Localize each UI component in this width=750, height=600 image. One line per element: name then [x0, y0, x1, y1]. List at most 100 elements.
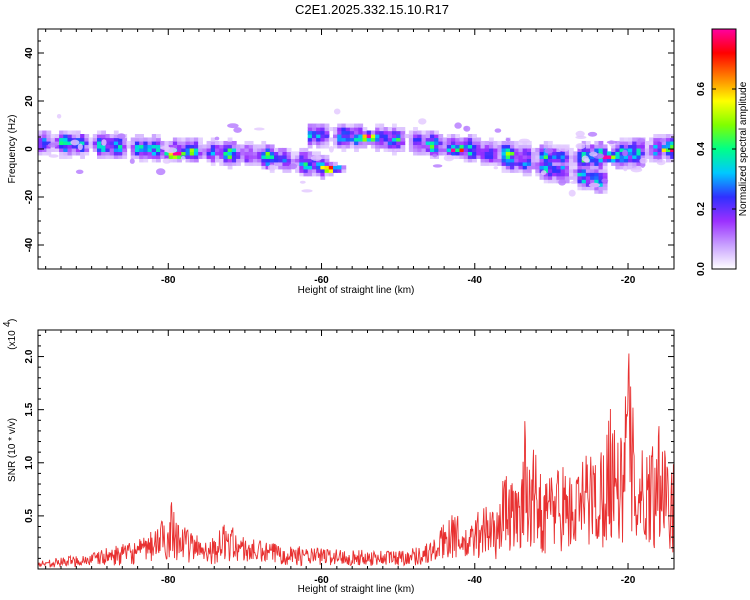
heatmap-cell: [501, 144, 507, 149]
heatmap-cell: [505, 144, 511, 149]
heatmap-cell: [451, 140, 456, 146]
heatmap-cell: [236, 151, 241, 156]
heatmap-cell: [573, 168, 579, 173]
heatmap-cell: [227, 154, 233, 159]
heatmap-cell: [594, 161, 600, 166]
heatmap-cell: [349, 137, 355, 142]
heatmap-cell: [333, 130, 338, 135]
heatmap-cell: [484, 144, 490, 149]
heatmap-cell: [379, 123, 385, 128]
heatmap-cell: [193, 140, 199, 146]
heatmap-cell: [581, 165, 587, 170]
heatmap-cell: [463, 140, 469, 146]
heatmap-cell: [467, 154, 473, 159]
heatmap-cell: [526, 165, 532, 170]
heatmap-cell: [539, 158, 545, 163]
heatmap-cell: [392, 134, 397, 139]
heatmap-cell: [97, 134, 102, 139]
heatmap-cell: [535, 168, 541, 173]
heatmap-cell: [248, 151, 254, 156]
heatmap-cell: [526, 158, 532, 163]
heatmap-cell: [181, 151, 187, 156]
heatmap-cell: [42, 151, 48, 156]
heatmap-cell: [286, 154, 292, 159]
heatmap-cell: [577, 158, 583, 163]
heatmap-cell: [134, 134, 140, 139]
heatmap-cell: [375, 147, 380, 152]
heatmap-cell: [236, 144, 241, 149]
heatmap-cell: [101, 134, 107, 139]
heatmap-cell: [585, 140, 591, 146]
heatmap-cell: [665, 134, 671, 139]
heatmap-cell: [333, 134, 338, 139]
heatmap-blob: [70, 139, 80, 146]
heatmap-cell: [261, 144, 267, 149]
spectrogram-axes: -80 -60 -40 -20 -40 -20 0 20 40: [24, 28, 675, 286]
heatmap-cell: [526, 172, 532, 177]
heatmap-cell: [206, 144, 212, 149]
heatmap-cell: [628, 161, 633, 166]
heatmap-cell: [539, 175, 545, 180]
heatmap-cell: [261, 161, 267, 166]
x-tick-label: -20: [621, 575, 636, 586]
heatmap-cell: [657, 154, 663, 159]
heatmap-cell: [602, 154, 608, 159]
heatmap-cell: [320, 158, 326, 163]
heatmap-cell: [333, 165, 338, 170]
heatmap-cell: [345, 137, 351, 142]
heatmap-cell: [442, 151, 448, 156]
heatmap-blob: [606, 140, 618, 144]
heatmap-cell: [278, 154, 284, 159]
heatmap-cell: [97, 154, 102, 159]
heatmap-cell: [552, 151, 557, 156]
heatmap-cell: [434, 137, 439, 142]
heatmap-cell: [564, 151, 570, 156]
heatmap-cell: [151, 134, 157, 139]
heatmap-cell: [134, 147, 140, 152]
heatmap-cell: [156, 137, 161, 142]
heatmap-cell: [602, 151, 608, 156]
heatmap-cell: [316, 151, 321, 156]
heatmap-cell: [488, 161, 494, 166]
heatmap-cell: [501, 161, 507, 166]
heatmap-cell: [75, 130, 81, 135]
heatmap-cell: [118, 144, 123, 149]
heatmap-cell: [615, 158, 621, 163]
heatmap-cell: [168, 154, 174, 159]
heatmap-cell: [665, 147, 671, 152]
heatmap-cell: [413, 144, 418, 149]
heatmap-cell: [531, 147, 536, 152]
heatmap-cell: [488, 158, 494, 163]
heatmap-cell: [248, 144, 254, 149]
heatmap-cell: [472, 158, 477, 163]
heatmap-cell: [84, 137, 90, 142]
heatmap-blob: [581, 155, 589, 162]
heatmap-cell: [63, 151, 69, 156]
heatmap-cell: [611, 151, 616, 156]
heatmap-cell: [602, 147, 608, 152]
heatmap-cell: [476, 137, 482, 142]
heatmap-cell: [497, 140, 503, 146]
heatmap-cell: [547, 161, 553, 166]
heatmap-cell: [564, 165, 570, 170]
heatmap-cell: [84, 140, 90, 146]
heatmap-cell: [261, 140, 267, 146]
heatmap-cell: [657, 134, 663, 139]
heatmap-cell: [598, 182, 604, 187]
heatmap-cell: [514, 144, 520, 149]
heatmap-cell: [497, 158, 503, 163]
heatmap-cell: [320, 134, 326, 139]
heatmap-cell: [299, 172, 305, 177]
heatmap-cell: [311, 168, 317, 173]
heatmap-cell: [151, 140, 157, 146]
heatmap-cell: [185, 154, 191, 159]
heatmap-cell: [177, 147, 182, 152]
heatmap-cell: [97, 140, 102, 146]
heatmap-cell: [101, 130, 107, 135]
heatmap-cell: [223, 151, 229, 156]
heatmap-blob: [575, 143, 586, 150]
heatmap-cell: [151, 158, 157, 163]
heatmap-cell: [577, 147, 583, 152]
heatmap-cell: [429, 130, 435, 135]
colorbar-label: Normalized spectral amplitude: [738, 81, 749, 216]
